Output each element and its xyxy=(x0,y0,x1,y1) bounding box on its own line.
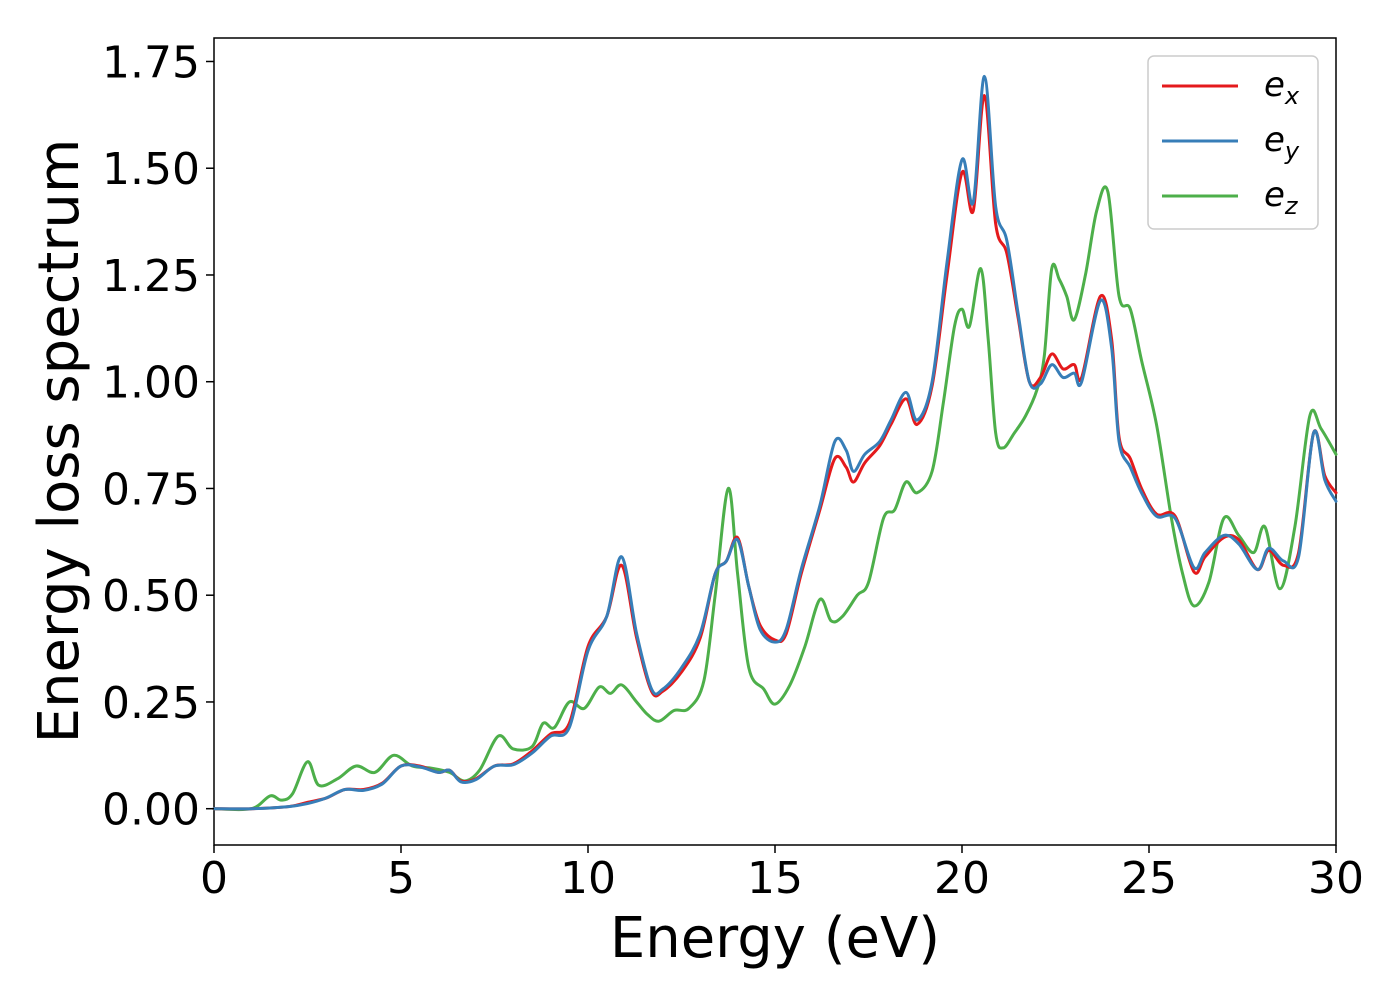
y-tick-label: 0.75 xyxy=(102,464,200,515)
legend-label: ex xyxy=(1264,65,1300,110)
y-tick-label: 0.00 xyxy=(102,785,200,836)
legend-items: ex ey ez xyxy=(1162,65,1300,220)
y-tick-label: 1.75 xyxy=(102,37,200,88)
x-axis-ticks: 0 5 10 15 20 25 30 xyxy=(200,845,1364,904)
y-tick-label: 1.00 xyxy=(102,358,200,409)
series-line-ey xyxy=(212,74,1338,811)
legend-label: ey xyxy=(1264,120,1300,165)
x-tick-label: 0 xyxy=(200,853,228,904)
x-axis-title: Energy (eV) xyxy=(610,906,940,971)
x-tick-label: 5 xyxy=(387,853,415,904)
x-tick-label: 10 xyxy=(560,853,616,904)
legend-entry-ex: ex xyxy=(1162,65,1300,110)
y-axis-ticks: 0.00 0.25 0.50 0.75 1.00 1.25 1.50 1.75 xyxy=(102,37,214,836)
series-layer xyxy=(212,74,1338,812)
legend: ex ey ez xyxy=(1147,55,1319,230)
legend-entry-ey: ey xyxy=(1162,120,1300,165)
y-tick-label: 1.50 xyxy=(102,144,200,195)
y-tick-label: 1.25 xyxy=(102,251,200,302)
x-tick-label: 15 xyxy=(747,853,803,904)
y-tick-label: 0.25 xyxy=(102,678,200,729)
x-tick-label: 20 xyxy=(934,853,990,904)
series-line-ez xyxy=(212,185,1338,812)
x-tick-label: 30 xyxy=(1308,853,1364,904)
legend-entry-ez: ez xyxy=(1162,175,1299,220)
legend-label: ez xyxy=(1264,175,1299,220)
y-tick-label: 0.50 xyxy=(102,571,200,622)
x-tick-label: 25 xyxy=(1121,853,1177,904)
y-axis-title: Energy loss spectrum xyxy=(27,139,92,744)
